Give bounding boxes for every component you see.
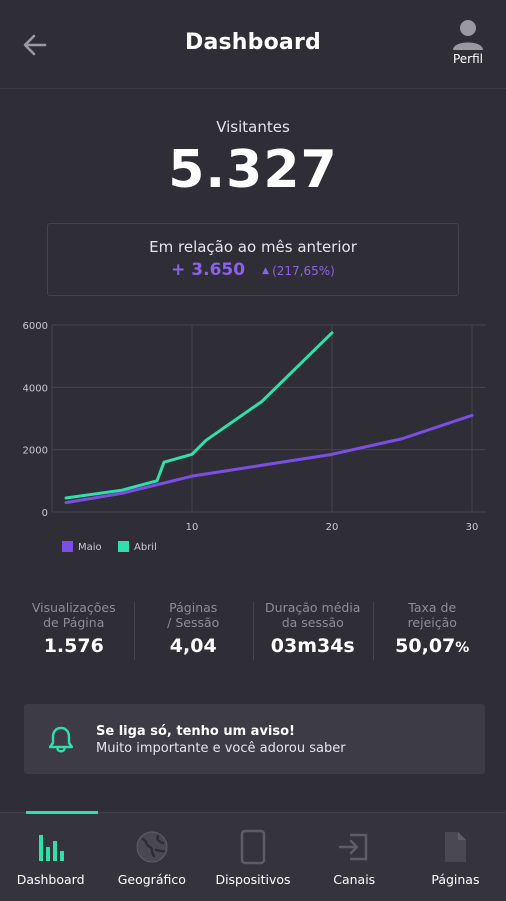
app-header: Dashboard Perfil <box>0 0 506 89</box>
stats-row: Visualizações de Página 1.576 Páginas / Se… <box>14 600 492 664</box>
nav-item-canais[interactable]: Canais <box>304 813 405 901</box>
stat-value: 03m34s <box>270 635 355 657</box>
y-tick-label: 4000 <box>23 383 48 394</box>
profile-button[interactable]: Perfil <box>448 18 488 66</box>
comparison-percent: (217,65%) <box>272 264 335 278</box>
nav-label: Canais <box>333 872 376 887</box>
series-line-maio <box>64 413 474 505</box>
notice-card[interactable]: Se liga só, tenho um aviso! Muito import… <box>24 704 485 774</box>
nav-item-paginas[interactable]: Páginas <box>405 813 506 901</box>
person-icon <box>453 20 483 50</box>
comparison-percent-wrap: ▲ (217,65%) <box>262 264 335 278</box>
stat-label: Duração média da sessão <box>265 600 361 630</box>
x-tick-label: 20 <box>326 522 339 533</box>
visitors-chart: 6000 4000 2000 0 10 20 30 Maio Abril <box>0 312 506 564</box>
nav-label: Geográfico <box>117 872 186 887</box>
visitors-count: 5.327 <box>168 140 338 200</box>
stat-value: 50,07% <box>395 635 470 657</box>
x-tick-label: 10 <box>186 522 199 533</box>
triangle-up-icon: ▲ <box>262 266 270 276</box>
comparison-box: Em relação ao mês anterior + 3.650 ▲ (217… <box>47 223 459 296</box>
comparison-values: + 3.650 ▲ (217,65%) <box>48 260 458 280</box>
document-icon <box>445 832 467 862</box>
legend-swatch <box>118 541 129 552</box>
globe-icon <box>136 831 168 863</box>
stat-label: Páginas / Sessão <box>167 600 220 630</box>
bell-icon <box>48 726 74 753</box>
notice-title: Se liga só, tenho um aviso! <box>96 724 295 739</box>
tablet-icon <box>240 829 266 865</box>
profile-label: Perfil <box>452 52 484 66</box>
stat-value: 4,04 <box>169 635 217 657</box>
page-title: Dashboard <box>185 30 321 55</box>
notice-text: Muito importante e você adorou saber <box>96 741 346 756</box>
legend-label: Abril <box>134 542 157 553</box>
nav-item-dashboard[interactable]: Dashboard <box>0 813 101 901</box>
line-chart: 6000 4000 2000 0 10 20 30 Maio Abril <box>23 321 486 553</box>
stat-avg-session-duration: Duração média da sessão 03m34s <box>253 600 373 664</box>
comparison-delta: + 3.650 <box>171 260 246 280</box>
visitors-label: Visitantes <box>216 118 290 136</box>
stat-pageviews: Visualizações de Página 1.576 <box>14 600 134 664</box>
comparison-title: Em relação ao mês anterior <box>149 238 357 256</box>
nav-label: Dispositivos <box>215 872 291 887</box>
back-button[interactable] <box>20 30 50 60</box>
stat-bounce-rate: Taxa de rejeição 50,07% <box>372 600 493 664</box>
nav-item-geografico[interactable]: Geográfico <box>101 813 202 901</box>
y-tick-label: 2000 <box>23 446 48 457</box>
stat-label: Taxa de rejeição <box>407 600 457 630</box>
bottom-navigation: Dashboard Geográfico Dispositivos Canais… <box>0 811 506 901</box>
bar-chart-icon <box>38 835 64 861</box>
login-icon <box>338 833 368 861</box>
arrow-left-icon <box>23 34 47 56</box>
legend-label: Maio <box>78 542 102 553</box>
active-tab-indicator <box>26 811 98 814</box>
stat-value: 1.576 <box>43 635 104 657</box>
y-tick-label: 6000 <box>23 321 48 332</box>
series-line-abril <box>64 331 334 500</box>
legend-swatch <box>62 541 73 552</box>
nav-label: Páginas <box>431 872 480 887</box>
nav-item-dispositivos[interactable]: Dispositivos <box>202 813 303 901</box>
x-tick-label: 30 <box>466 522 479 533</box>
stat-pages-per-session: Páginas / Sessão 4,04 <box>133 600 254 664</box>
y-tick-label: 0 <box>42 508 48 519</box>
stat-label: Visualizações de Página <box>31 600 116 630</box>
nav-label: Dashboard <box>16 872 85 887</box>
